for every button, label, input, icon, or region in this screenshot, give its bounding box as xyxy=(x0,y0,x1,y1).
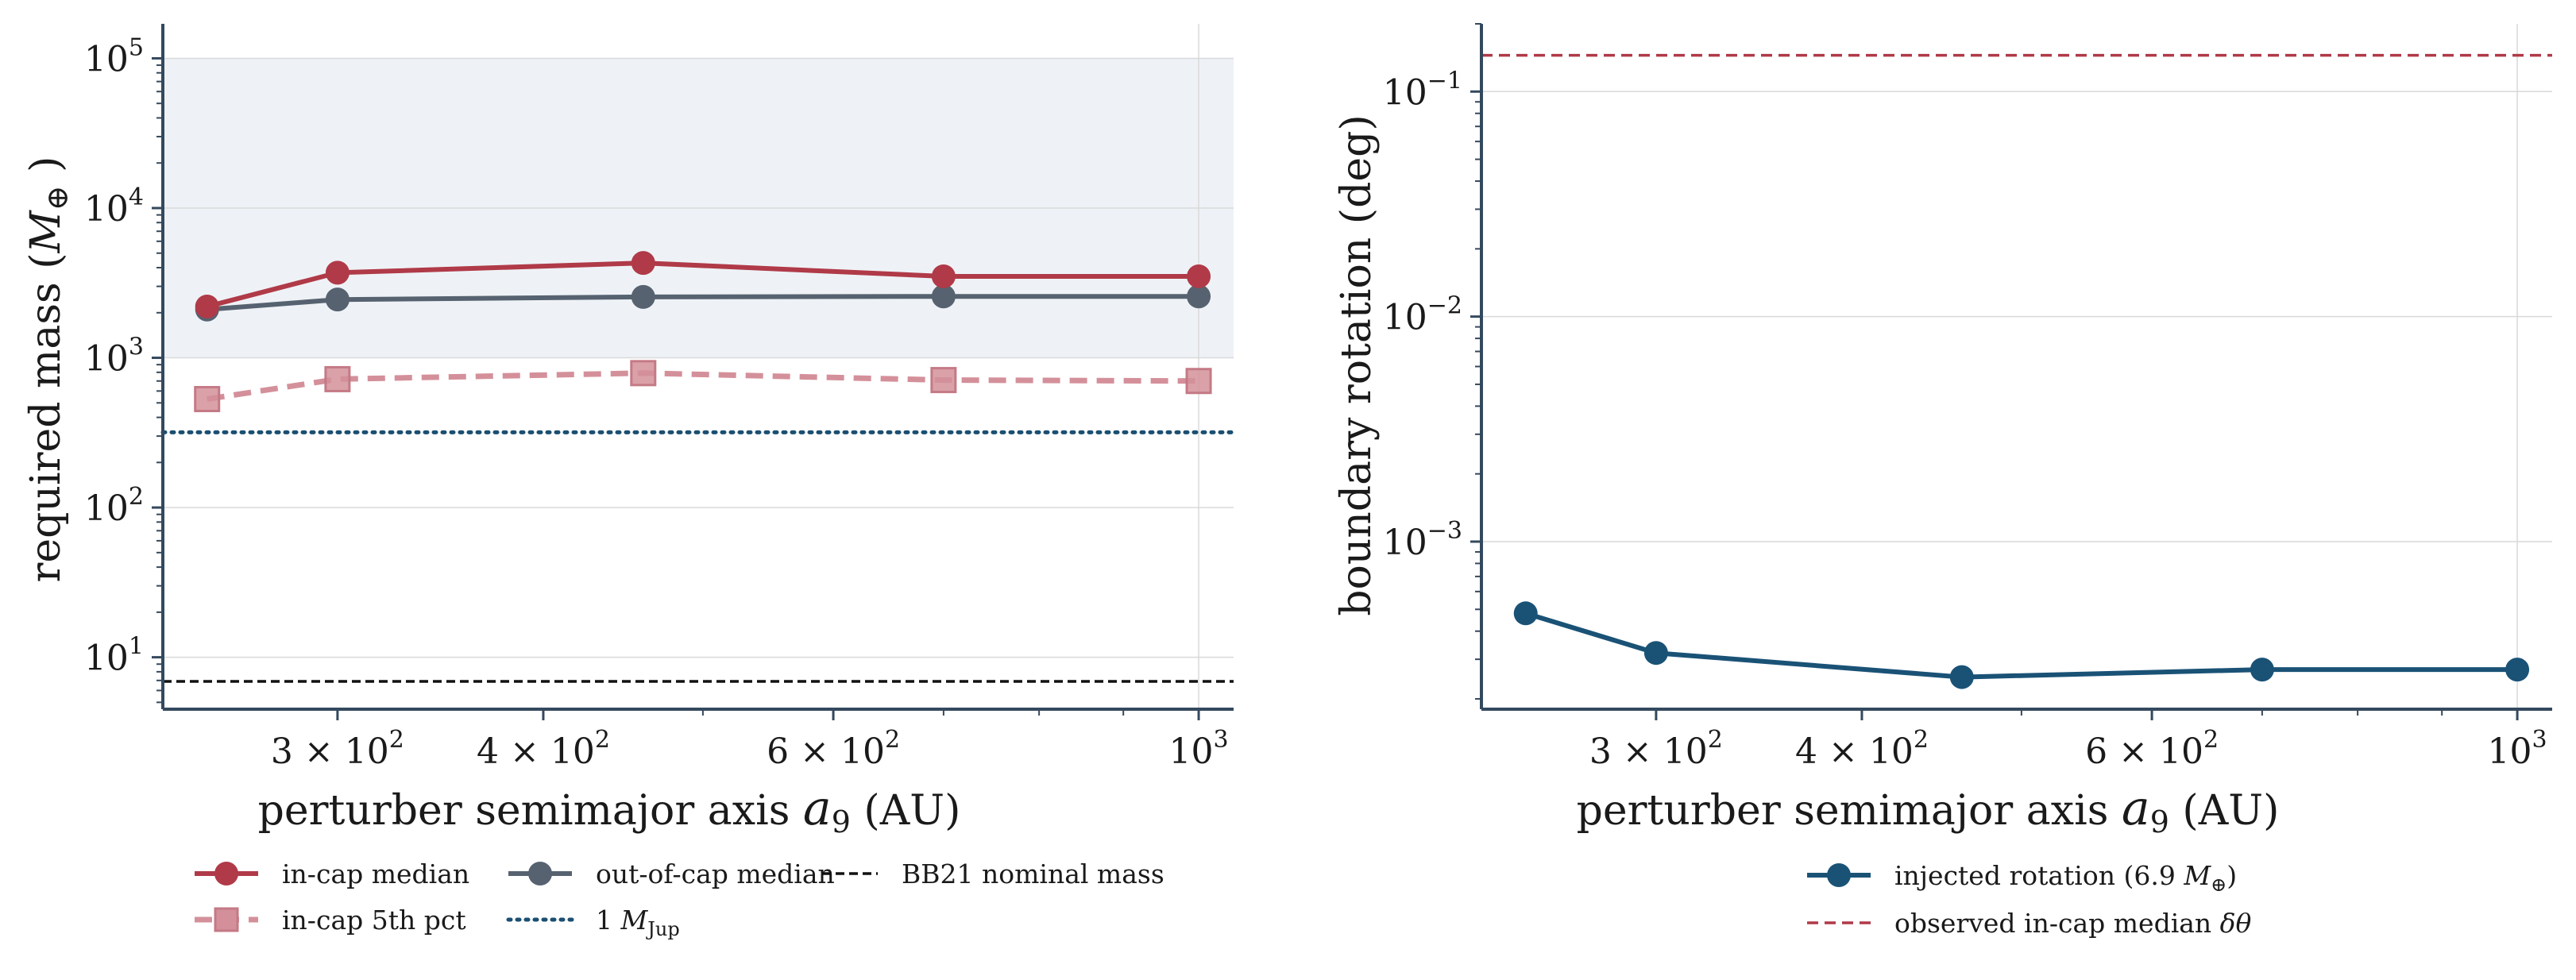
rotation-x-axis-label: perturber semimajor axis a9 (AU) xyxy=(1577,781,2280,839)
legend-observed-median-label: observed in-cap median δθ xyxy=(1894,908,2252,939)
rotation-x-tick-label: 6 × 102 xyxy=(2085,726,2219,772)
out_cap_median-point xyxy=(1187,284,1211,309)
in_cap_5th-point xyxy=(630,360,657,387)
mass-ticks: 101 102 103 104 105 3 × 102 4 × 102 6 × 102 103 xyxy=(84,33,1229,772)
legend-out-cap-median: out-of-cap median xyxy=(508,858,835,889)
legend-in-cap-median: in-cap median xyxy=(195,858,469,889)
mass-x-tick-label: 4 × 102 xyxy=(477,726,610,772)
in_cap_median-point xyxy=(195,294,219,318)
mass-x-tick-label: 6 × 102 xyxy=(767,726,900,772)
mass-axes xyxy=(161,24,1234,711)
mass-grid-layer xyxy=(163,24,1234,709)
injected-point xyxy=(2250,658,2274,682)
rotation-series-layer xyxy=(1513,601,2530,689)
mass-x-axis-label: perturber semimajor axis a9 (AU) xyxy=(258,781,961,839)
injected-point xyxy=(2505,658,2530,682)
legend-jupiter-mass-label: 1 MJup xyxy=(596,905,680,940)
rotation-y-tick-label: 10−2 xyxy=(1383,292,1462,338)
mass-y-tick-label: 103 xyxy=(84,334,144,380)
rotation-grid-layer xyxy=(1481,24,2552,709)
injected-point xyxy=(1513,601,1538,626)
legend-in-cap-5th: in-cap 5th pct xyxy=(195,905,466,936)
injected-line xyxy=(1524,611,2518,680)
boundary-rotation-panel: 10−3 10−2 10−1 3 × 102 4 × 102 6 × 102 103 per… xyxy=(1333,23,2552,939)
in_cap_median-point xyxy=(325,260,350,285)
mass-reference-lines xyxy=(160,430,1236,683)
out_cap_median-point xyxy=(325,287,350,312)
rotation-legend: injected rotation (6.9 M⊕) observed in-c… xyxy=(1807,860,2252,939)
out_cap_median-point xyxy=(931,284,956,309)
rotation-ticks: 10−3 10−2 10−1 3 × 102 4 × 102 6 × 102 103 xyxy=(1383,23,2547,772)
mass-series-layer xyxy=(194,251,1212,413)
rotation-y-axis-label: boundary rotation (deg) xyxy=(1333,114,1381,615)
legend-in-cap-5th-marker xyxy=(214,907,239,932)
legend-injected-rotation-marker xyxy=(1827,863,1851,887)
rotation-x-tick-label: 103 xyxy=(2488,726,2547,772)
in_cap_5th-point xyxy=(1185,368,1212,395)
legend-observed-median: observed in-cap median δθ xyxy=(1807,908,2252,939)
rotation-x-tick-label: 4 × 102 xyxy=(1795,726,1929,772)
in_cap_median-point xyxy=(931,264,956,288)
rotation-axes xyxy=(1480,24,2552,711)
mass-y-tick-label: 105 xyxy=(84,33,144,79)
injected-point xyxy=(1949,665,1974,689)
mass-legend: in-cap median in-cap 5th pct out-of-cap … xyxy=(195,858,1164,940)
legend-injected-rotation-label: injected rotation (6.9 M⊕) xyxy=(1894,860,2237,896)
mass-x-tick-label: 3 × 102 xyxy=(271,726,404,772)
legend-injected-rotation: injected rotation (6.9 M⊕) xyxy=(1807,860,2237,896)
in_cap_median-point xyxy=(1187,264,1211,288)
mass-y-tick-label: 102 xyxy=(84,483,144,529)
rotation-y-tick-label: 10−1 xyxy=(1383,67,1462,113)
legend-bb21-nominal: BB21 nominal mass xyxy=(822,858,1164,889)
legend-in-cap-median-marker xyxy=(214,862,238,885)
legend-in-cap-5th-label: in-cap 5th pct xyxy=(282,905,466,936)
legend-out-cap-median-marker xyxy=(528,862,552,885)
mass-y-tick-label: 101 xyxy=(84,633,144,679)
in_cap_5th-point xyxy=(194,386,221,413)
legend-in-cap-median-label: in-cap median xyxy=(282,858,469,889)
mass-x-tick-label: 103 xyxy=(1169,726,1229,772)
legend-bb21-nominal-label: BB21 nominal mass xyxy=(902,858,1164,889)
mass-y-tick-label: 104 xyxy=(84,183,144,230)
rotation-y-tick-label: 10−3 xyxy=(1383,517,1462,563)
in_cap_median-point xyxy=(631,251,655,276)
rotation-x-tick-label: 3 × 102 xyxy=(1589,726,1723,772)
in_cap_5th-line xyxy=(207,370,1199,402)
legend-jupiter-mass: 1 MJup xyxy=(506,905,680,940)
out_cap_median-point xyxy=(631,284,655,309)
in_cap_5th-point xyxy=(324,365,351,392)
mass-y-axis-label: required mass (M⊕ ) xyxy=(22,156,75,583)
injected-point xyxy=(1643,641,1668,666)
legend-out-cap-median-label: out-of-cap median xyxy=(596,858,835,889)
in_cap_5th-point xyxy=(930,367,957,394)
